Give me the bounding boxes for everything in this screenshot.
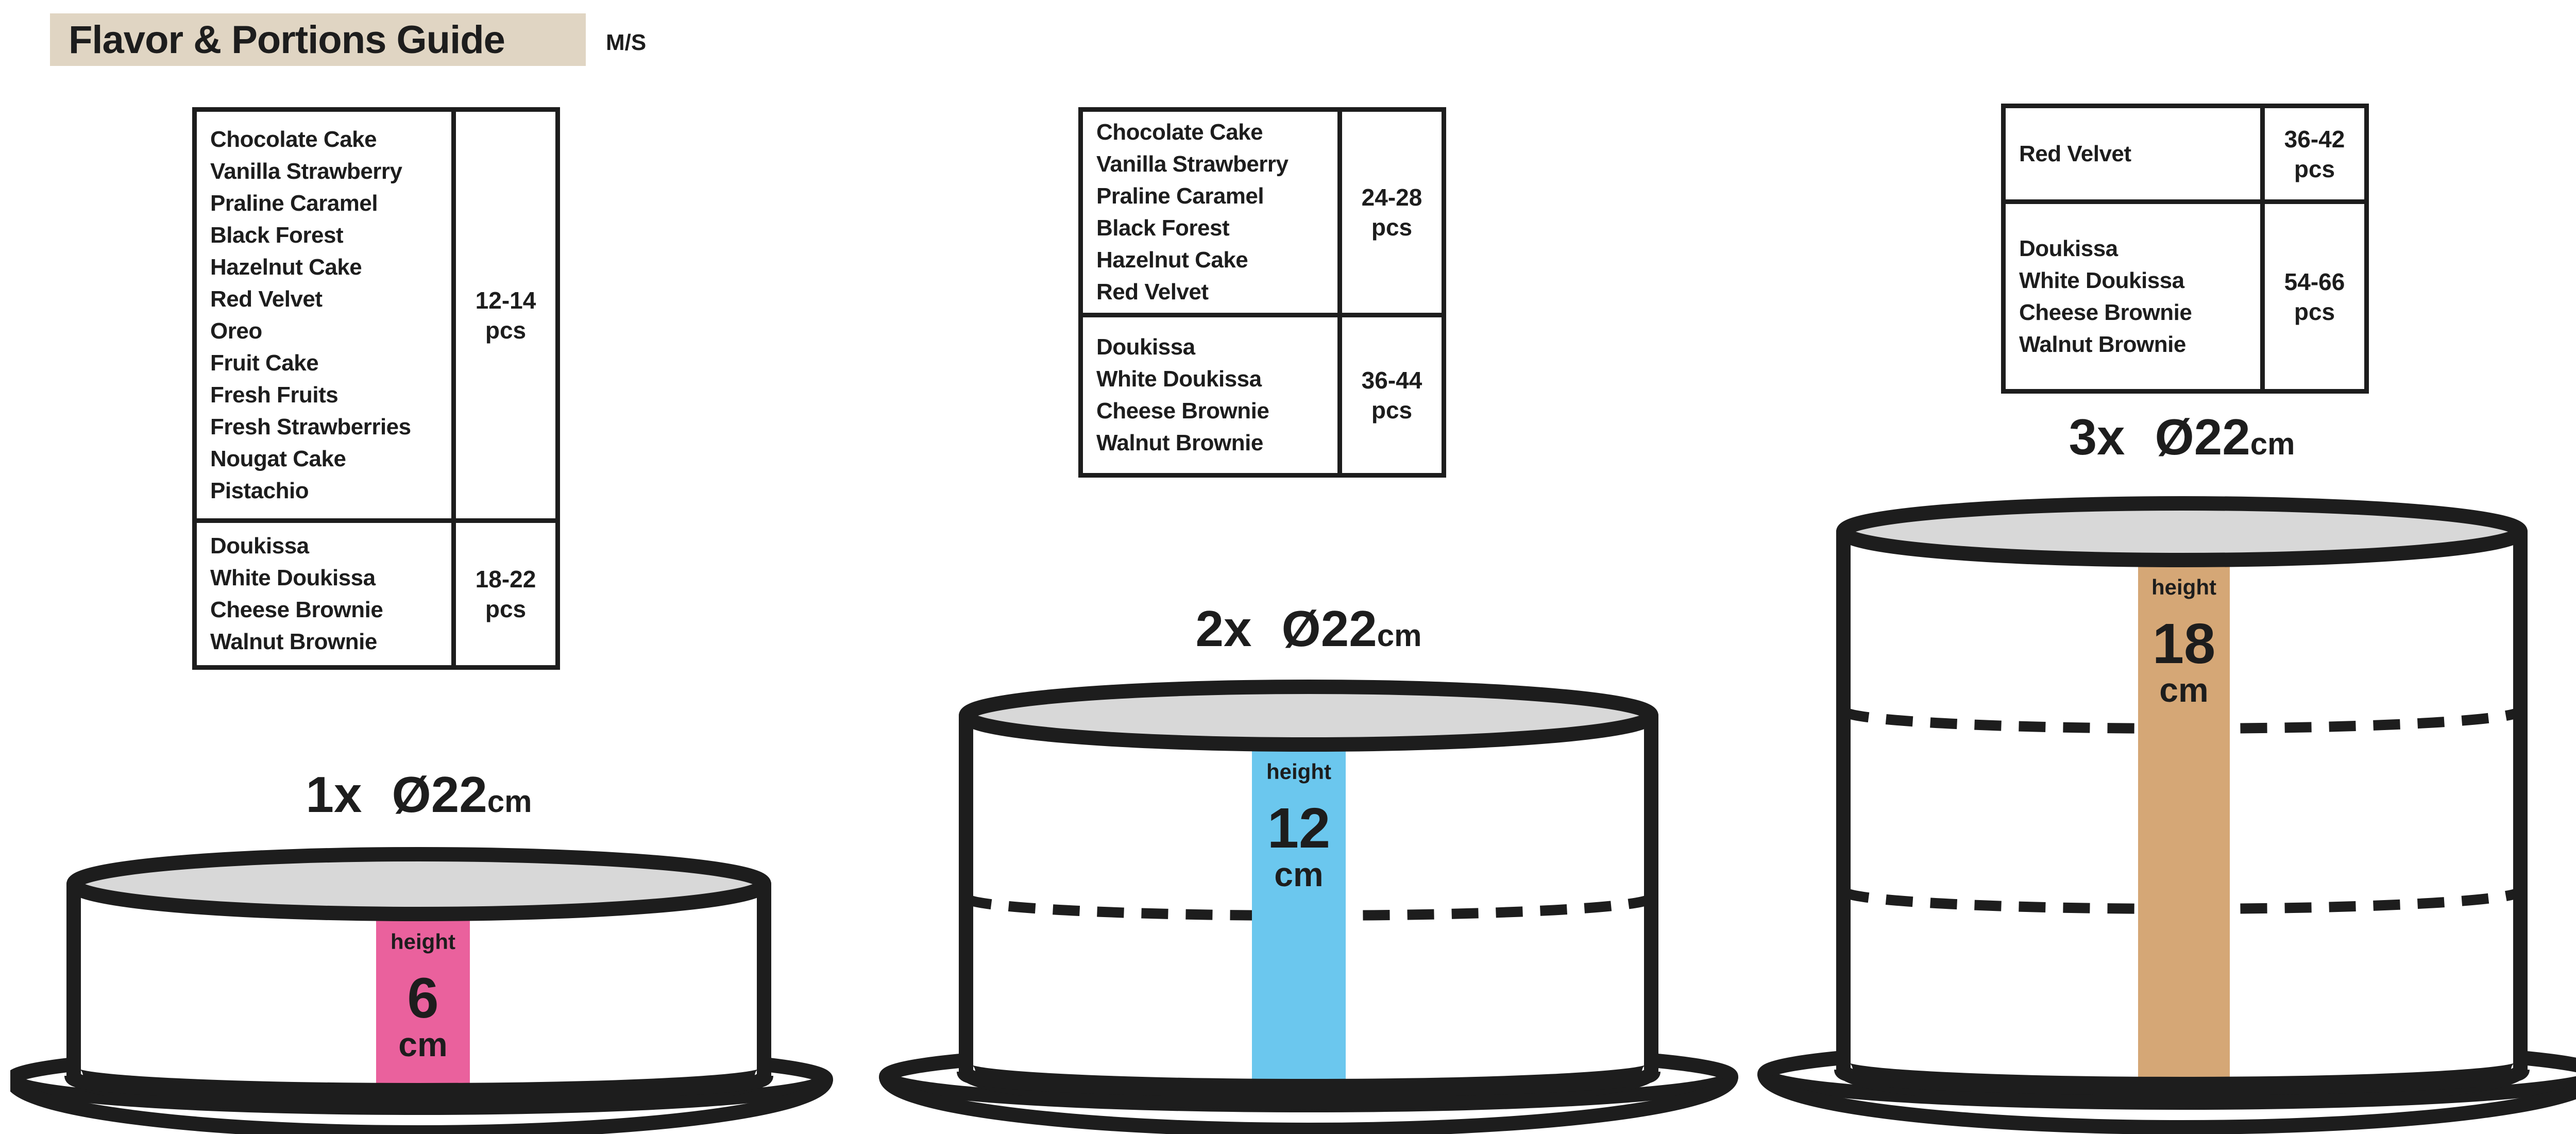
portion-count: 18-22 pcs xyxy=(456,523,555,665)
cake-bottom-band xyxy=(64,1069,773,1102)
flavor-list: Doukissa White Doukissa Cheese Brownie W… xyxy=(1083,317,1342,473)
layer-divider xyxy=(961,894,1656,921)
diameter-value: Ø22 xyxy=(392,766,487,823)
portion-value: 24-28 xyxy=(1361,184,1422,211)
portion-unit: pcs xyxy=(2294,298,2335,325)
portions-table-large: Red Velvet 36-42 pcs Doukissa White Douk… xyxy=(2001,104,2369,394)
cake-bottom-band xyxy=(1834,1062,2530,1095)
height-bar xyxy=(1252,744,1346,1080)
tier-multiplier: 1x xyxy=(306,766,362,823)
diameter-unit: cm xyxy=(1377,618,1422,653)
layer-divider xyxy=(1838,707,2526,734)
layer-divider xyxy=(1838,887,2526,914)
portion-unit: pcs xyxy=(1371,397,1413,424)
flavor-list: Chocolate Cake Vanilla Strawberry Pralin… xyxy=(1083,112,1342,317)
height-value: 12 xyxy=(1267,797,1330,860)
portion-value: 36-44 xyxy=(1361,367,1422,394)
plate-bottom-edge xyxy=(10,1078,833,1134)
portion-unit: pcs xyxy=(485,316,527,344)
cake-top xyxy=(66,847,771,921)
cake-top xyxy=(1836,496,2528,567)
height-bar xyxy=(376,913,470,1085)
cake-illustration-large: height 18 cm xyxy=(1757,496,2576,1134)
portion-value: 36-42 xyxy=(2284,125,2345,153)
portions-table-medium: Chocolate Cake Vanilla Strawberry Pralin… xyxy=(1078,107,1446,478)
portion-unit: pcs xyxy=(485,596,527,622)
plate-bottom-edge xyxy=(1757,1073,2576,1134)
page-title: Flavor & Portions Guide xyxy=(69,18,505,62)
cake-bottom-band xyxy=(957,1064,1660,1097)
portion-value: 54-66 xyxy=(2284,268,2345,295)
cake-top xyxy=(959,680,1658,752)
diameter-unit: cm xyxy=(2250,427,2295,461)
cake-illustration-medium: height 12 cm xyxy=(879,680,1738,1134)
height-unit: cm xyxy=(2159,671,2208,709)
portion-count: 54-66 pcs xyxy=(2265,204,2364,389)
diameter-value: Ø22 xyxy=(2155,409,2250,465)
portions-table-small: Chocolate Cake Vanilla Strawberry Pralin… xyxy=(192,107,560,670)
portion-unit: pcs xyxy=(2294,155,2335,182)
title-bar: Flavor & Portions Guide xyxy=(50,13,586,66)
tier-multiplier: 2x xyxy=(1195,600,1252,657)
height-value: 18 xyxy=(2153,612,2215,675)
height-bar xyxy=(2138,560,2230,1078)
height-value: 6 xyxy=(407,967,438,1030)
portion-value: 18-22 xyxy=(475,566,536,593)
flavor-list: Doukissa White Doukissa Cheese Brownie W… xyxy=(197,523,456,665)
portion-count: 36-42 pcs xyxy=(2265,108,2364,204)
portion-count: 24-28 pcs xyxy=(1342,112,1442,317)
portion-value: 12-14 xyxy=(475,286,536,314)
flavor-list: Doukissa White Doukissa Cheese Brownie W… xyxy=(2006,204,2265,389)
height-word: height xyxy=(2151,575,2216,599)
height-unit: cm xyxy=(398,1025,447,1063)
plate-bottom-edge xyxy=(879,1076,1738,1134)
height-word: height xyxy=(391,929,455,954)
flavor-list: Red Velvet xyxy=(2006,108,2265,204)
cake-size-label-2: 2x Ø22 cm xyxy=(999,600,1618,658)
brand-mark: M/S xyxy=(606,30,647,55)
diameter-unit: cm xyxy=(487,784,532,819)
height-unit: cm xyxy=(1274,855,1323,893)
cake-size-label-3: 3x Ø22 cm xyxy=(1873,408,2491,466)
flavor-list: Chocolate Cake Vanilla Strawberry Pralin… xyxy=(197,112,456,523)
portion-count: 12-14 pcs xyxy=(456,112,555,523)
height-word: height xyxy=(1266,759,1331,784)
diameter-value: Ø22 xyxy=(1281,600,1377,657)
cake-size-label-1: 1x Ø22 cm xyxy=(110,766,728,824)
portion-count: 36-44 pcs xyxy=(1342,317,1442,473)
cake-illustration-small: height 6 cm xyxy=(10,847,833,1134)
portion-unit: pcs xyxy=(1371,214,1413,241)
tier-multiplier: 3x xyxy=(2069,409,2125,465)
